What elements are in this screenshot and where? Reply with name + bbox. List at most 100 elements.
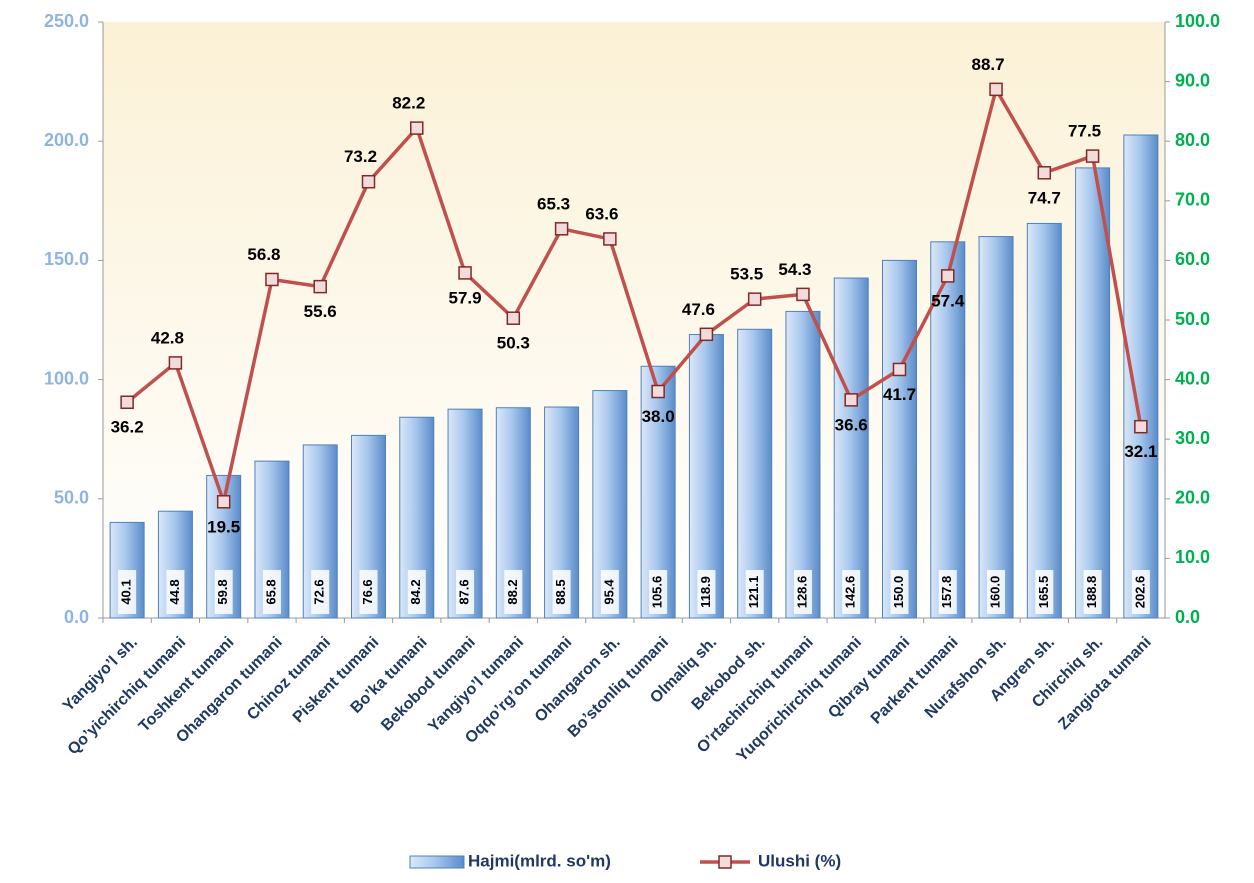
x-tick-label: Parkent tumani <box>868 634 962 728</box>
y2-tick-label: 60.0 <box>1175 249 1210 269</box>
x-tick-label: Chinoz tumani <box>244 634 334 724</box>
y-tick-label: 0.0 <box>64 607 89 627</box>
bar-label: 128.6 <box>794 576 809 609</box>
y2-tick-label: 100.0 <box>1175 11 1220 31</box>
line-label: 57.4 <box>931 291 965 310</box>
bar-label: 72.6 <box>312 579 327 604</box>
line-label: 88.7 <box>971 55 1004 74</box>
bar-label-bg <box>552 570 571 614</box>
bar-label: 59.8 <box>215 579 230 604</box>
y2-tick-label: 20.0 <box>1175 488 1210 508</box>
bar-label: 150.0 <box>891 576 906 609</box>
line-label: 63.6 <box>585 204 618 223</box>
y2-tick-label: 40.0 <box>1175 368 1210 388</box>
line-marker <box>651 384 665 399</box>
bar <box>833 277 869 619</box>
bar <box>785 310 821 619</box>
bar-label-bg <box>987 570 1006 614</box>
line-marker <box>313 279 327 294</box>
bar-label-bg <box>504 570 523 614</box>
line-marker <box>747 292 762 306</box>
line-label: 32.1 <box>1124 442 1157 461</box>
line-label: 19.5 <box>207 517 240 536</box>
bar-label-bg <box>938 570 957 614</box>
line-marker <box>1085 149 1100 163</box>
line-marker <box>120 395 134 409</box>
line-label: 41.7 <box>883 385 916 404</box>
bar-label-bg <box>1035 570 1054 614</box>
line-label: 36.2 <box>111 418 144 437</box>
line-marker <box>265 272 279 287</box>
legend-label: Ulushi (%) <box>758 851 841 870</box>
line-label: 54.3 <box>778 260 811 279</box>
bar-label: 95.4 <box>601 579 616 605</box>
y2-tick-label: 0.0 <box>1175 607 1200 627</box>
line-label: 47.6 <box>682 300 715 319</box>
bar-label: 87.6 <box>456 579 471 604</box>
line-label: 57.9 <box>448 288 481 307</box>
line-label: 36.6 <box>835 415 868 434</box>
bar-label: 142.6 <box>843 576 858 609</box>
bar-label-bg <box>262 570 281 614</box>
y2-tick-label: 90.0 <box>1175 70 1210 90</box>
bar-label: 157.8 <box>939 576 954 609</box>
y-tick-label: 150.0 <box>44 249 89 269</box>
bar <box>1123 134 1159 619</box>
y2-tick-label: 30.0 <box>1175 428 1210 448</box>
bar-label-bg <box>697 570 716 614</box>
bar-label-bg <box>1083 570 1102 614</box>
bar-label-bg <box>600 570 619 614</box>
line-label: 42.8 <box>151 328 184 347</box>
bar <box>930 241 966 619</box>
bar-label-bg <box>214 570 233 614</box>
bar-label-bg <box>118 570 137 614</box>
bar-label: 165.5 <box>1036 576 1051 609</box>
line-label: 56.8 <box>247 245 280 264</box>
bar-label: 202.6 <box>1132 576 1147 609</box>
line-marker <box>941 269 955 283</box>
line-marker <box>168 356 183 370</box>
bar-label-bg <box>166 570 185 614</box>
bar-label-bg <box>649 570 668 614</box>
line-marker <box>603 232 617 246</box>
line-label: 65.3 <box>537 194 570 213</box>
bar-label: 160.0 <box>987 576 1002 609</box>
y-tick-label: 50.0 <box>54 488 89 508</box>
bar-label: 88.2 <box>505 579 520 604</box>
bar-label-bg <box>793 570 812 614</box>
line <box>126 84 1143 509</box>
line-marker <box>989 82 1003 97</box>
line-label: 38.0 <box>642 407 675 426</box>
bar-label: 188.8 <box>1084 576 1099 609</box>
bar-label: 88.5 <box>553 579 568 604</box>
line-marker <box>554 222 569 236</box>
line-label: 73.2 <box>344 147 377 166</box>
line-marker <box>506 311 521 325</box>
bar-label-bg <box>407 570 426 614</box>
line-label: 77.5 <box>1068 122 1101 141</box>
x-tick-label: Zangiota tumani <box>1055 634 1154 733</box>
x-tick-label: Ohangaron sh. <box>532 634 624 726</box>
y-tick-label: 100.0 <box>44 368 89 388</box>
bar-label: 121.1 <box>746 576 761 609</box>
line-marker <box>458 266 472 280</box>
line-label: 74.7 <box>1028 188 1061 207</box>
bar <box>882 259 917 619</box>
line-marker <box>892 362 907 377</box>
bar-label-bg <box>1131 570 1150 614</box>
line-marker <box>844 393 858 407</box>
bar-label-bg <box>311 570 330 614</box>
legend-label: Hajmi(mlrd. so'm) <box>468 851 611 870</box>
bar-label: 44.8 <box>167 579 182 604</box>
bar-label-bg <box>842 570 861 614</box>
bar-label-bg <box>359 570 378 614</box>
y2-tick-label: 50.0 <box>1175 309 1210 329</box>
bar-label: 118.9 <box>698 576 713 608</box>
legend-marker <box>718 855 732 869</box>
line-marker <box>796 287 810 302</box>
line-label: 50.3 <box>497 334 530 353</box>
bar-label-bg <box>745 570 764 614</box>
legend-swatch <box>409 855 465 869</box>
bar <box>737 328 773 619</box>
